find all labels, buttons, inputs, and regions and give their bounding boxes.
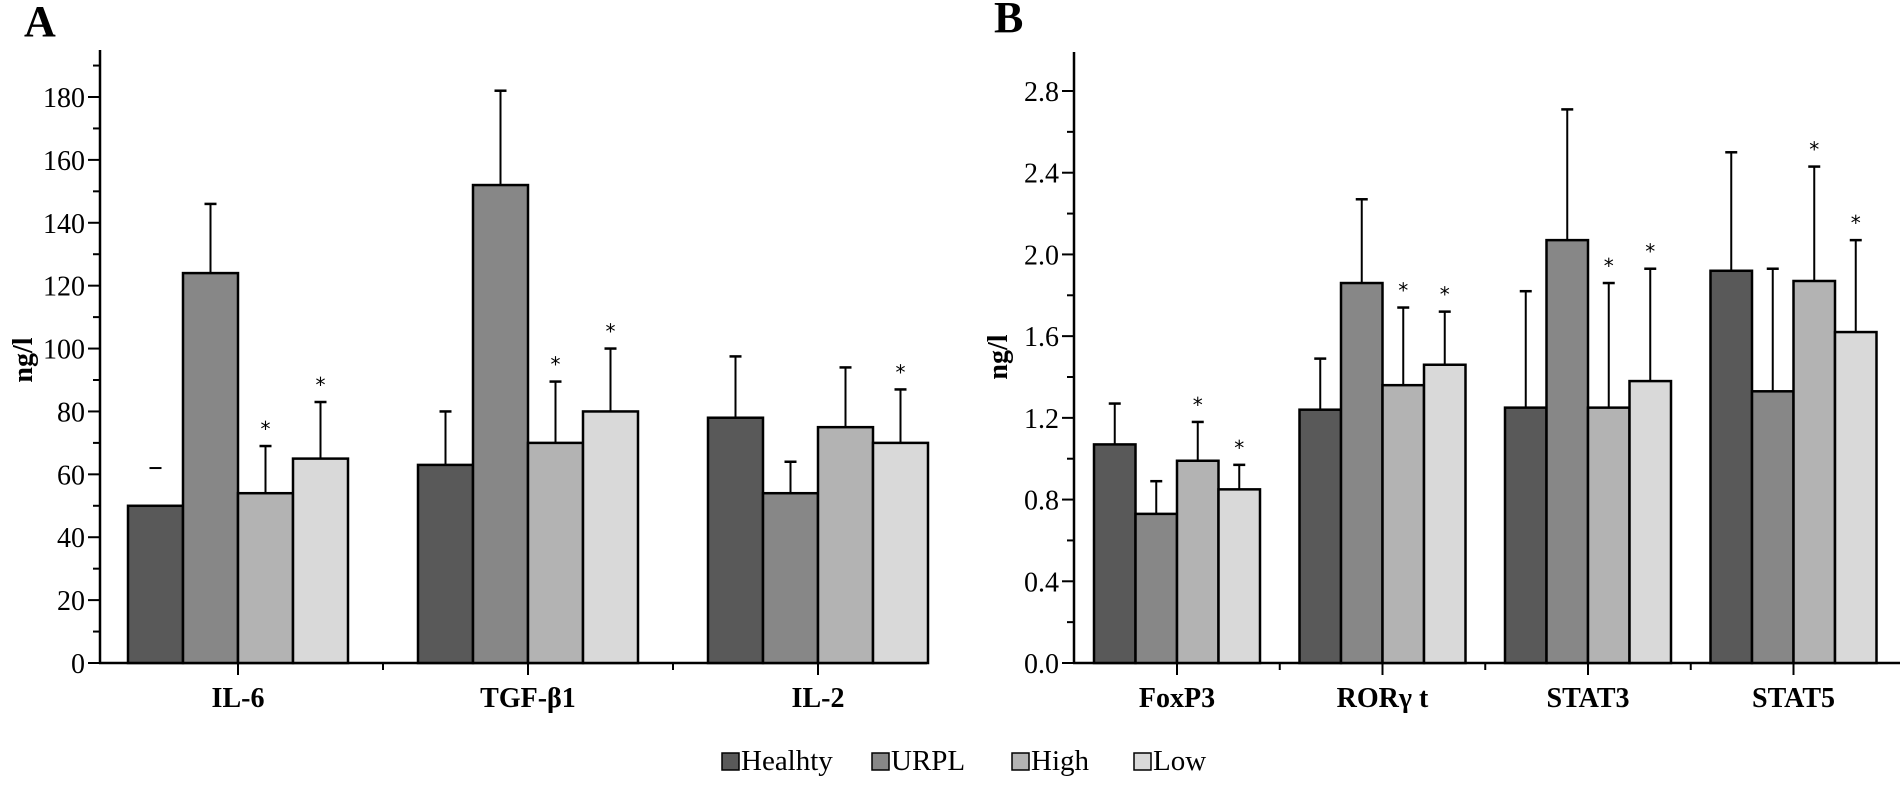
bar [1503, 406, 1548, 665]
bar [581, 410, 640, 665]
significance-star: * [606, 320, 616, 344]
bar [1628, 379, 1673, 665]
bar [1298, 408, 1343, 665]
y-tick-label: 160 [43, 146, 85, 177]
significance-star: * [1234, 436, 1244, 460]
legend-label: Healhty [741, 745, 833, 777]
bar [1381, 383, 1426, 665]
bar [526, 441, 585, 665]
y-tick-label: 180 [43, 83, 85, 114]
bar [1545, 238, 1590, 665]
y-tick-label: 140 [43, 209, 85, 240]
panel-b: B 0.0 0.4 0.8 1.2 1.6 2.0 2.4 2.8 ng/l FoxP3 * * RORγ… [983, 0, 1900, 714]
significance-star: * [1645, 240, 1655, 264]
bar [1422, 363, 1467, 665]
legend-label: High [1031, 745, 1090, 777]
y-tick-label: 40 [57, 523, 85, 554]
bar [416, 463, 475, 665]
y-tick-label: 0 [71, 649, 85, 680]
panel-letter: A [24, 0, 56, 46]
bar [1175, 459, 1220, 665]
legend-label: URPL [891, 745, 965, 777]
y-tick-label: 20 [57, 586, 85, 617]
significance-star: * [896, 360, 906, 384]
y-tick-label: 120 [43, 272, 85, 303]
y-tick-label: 2.0 [1024, 240, 1059, 271]
bar [1709, 269, 1754, 665]
panel-letter: B [994, 0, 1023, 42]
y-tick-label: 60 [57, 460, 85, 491]
y-tick-label: 80 [57, 397, 85, 428]
bar [1339, 281, 1384, 665]
y-tick-label: 1.2 [1024, 404, 1059, 435]
bar [236, 491, 295, 665]
x-tick-label: STAT3 [1547, 683, 1630, 714]
legend: Healhty URPL High Low [721, 745, 1206, 777]
bar [871, 441, 930, 665]
significance-star: * [1809, 138, 1819, 162]
bar [706, 416, 765, 665]
legend-swatch [1011, 752, 1030, 771]
bar [1586, 406, 1631, 665]
bar [1092, 443, 1137, 665]
y-tick-label: 100 [43, 335, 85, 366]
significance-star: * [1604, 254, 1614, 278]
legend-swatch [1133, 752, 1152, 771]
significance-star: * [1193, 393, 1203, 417]
y-tick-label: 0.0 [1024, 649, 1059, 680]
significance-star: * [316, 373, 326, 397]
y-axis-label: ng/l [983, 334, 1014, 379]
bar [471, 183, 530, 665]
bar [126, 504, 185, 665]
legend-label: Low [1153, 745, 1206, 777]
x-tick-label: TGF-β1 [480, 683, 576, 714]
x-tick-label: RORγ t [1337, 683, 1429, 714]
x-tick-label: IL-2 [792, 683, 845, 714]
x-tick-label: IL-6 [212, 683, 265, 714]
significance-star: * [261, 417, 271, 441]
y-tick-label: 2.4 [1024, 159, 1059, 190]
bar [1750, 390, 1795, 665]
bar [761, 491, 820, 665]
y-axis-label: ng/l [8, 337, 39, 382]
bar [1217, 488, 1262, 665]
y-tick-label: 2.8 [1024, 77, 1059, 108]
legend-swatch [871, 752, 890, 771]
significance-star: * [551, 353, 561, 377]
bar [1792, 279, 1837, 665]
significance-star: * [1440, 283, 1450, 307]
x-tick-label: STAT5 [1752, 683, 1835, 714]
panel-a: A 0 20 40 60 80 100 120 140 160 180 ng/l IL-6 * * TGF-β… [8, 0, 930, 714]
bar [291, 457, 350, 665]
bar [181, 271, 240, 665]
y-tick-label: 0.4 [1024, 567, 1059, 598]
significance-star: * [1398, 279, 1408, 303]
y-tick-label: 0.8 [1024, 486, 1059, 517]
legend-swatch [721, 752, 740, 771]
y-tick-label: 1.6 [1024, 322, 1059, 353]
bar [1833, 330, 1878, 665]
x-tick-label: FoxP3 [1139, 683, 1215, 714]
significance-star: * [1851, 211, 1861, 235]
bar [1134, 512, 1179, 665]
bar [816, 425, 875, 665]
